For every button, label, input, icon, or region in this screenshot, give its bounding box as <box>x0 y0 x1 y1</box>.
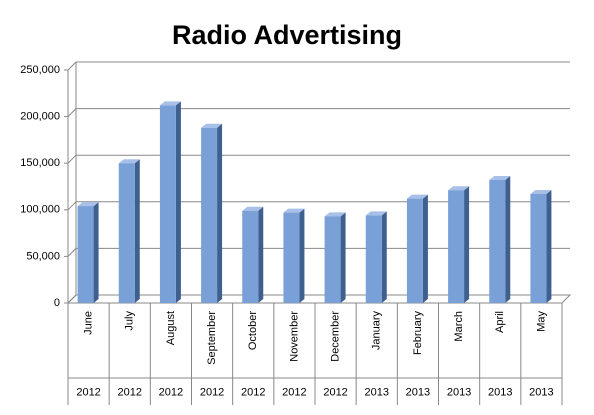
bar-side <box>505 175 511 303</box>
bar-side <box>340 212 346 303</box>
bar-side <box>422 194 428 303</box>
year-label: 2013 <box>406 386 430 398</box>
bar-top <box>489 175 511 180</box>
bar-side <box>381 211 387 303</box>
y-tick-label: 150,000 <box>20 157 60 169</box>
year-label: 2013 <box>488 386 512 398</box>
bar-top <box>242 206 264 211</box>
x-tick-label: March <box>453 311 465 342</box>
bar-top <box>77 202 99 207</box>
bar-side <box>134 159 140 303</box>
bar-top <box>324 212 346 217</box>
bar-top <box>283 208 305 213</box>
year-label: 2012 <box>323 386 347 398</box>
x-tick-label: January <box>371 311 383 351</box>
bar <box>530 193 547 303</box>
bar <box>448 190 465 303</box>
bar-side <box>464 186 470 303</box>
year-label: 2013 <box>447 386 471 398</box>
bar <box>77 206 94 303</box>
bar <box>365 215 382 303</box>
y-tick-label: 200,000 <box>20 111 60 123</box>
grid-line <box>67 61 77 71</box>
x-tick-label: May <box>535 311 547 332</box>
year-label: 2013 <box>529 386 553 398</box>
bar <box>201 127 218 303</box>
bar-top <box>530 189 552 194</box>
year-label: 2012 <box>200 386 224 398</box>
bar <box>242 210 259 303</box>
bar-top <box>159 101 181 106</box>
x-tick-label: July <box>124 311 136 331</box>
chart-title: Radio Advertising <box>172 20 402 50</box>
grid-line <box>67 108 77 117</box>
bar-top <box>406 194 428 199</box>
year-label: 2012 <box>118 386 142 398</box>
y-tick-label: 0 <box>54 297 60 309</box>
year-label: 2013 <box>365 386 389 398</box>
grid-line <box>67 248 77 257</box>
y-tick-label: 50,000 <box>26 250 60 262</box>
bar-top <box>448 186 470 191</box>
x-tick-label: June <box>82 311 94 335</box>
bar <box>406 198 423 303</box>
y-tick-label: 100,000 <box>20 204 60 216</box>
y-tick-label: 250,000 <box>20 64 60 76</box>
bar-top <box>118 159 140 164</box>
x-tick-label: April <box>494 311 506 333</box>
bar-top <box>201 123 223 128</box>
bar <box>283 212 300 303</box>
year-label: 2012 <box>159 386 183 398</box>
grid-line <box>67 294 77 304</box>
bar-side <box>258 206 264 303</box>
x-tick-label: November <box>288 311 300 362</box>
bar-side <box>217 123 223 303</box>
x-tick-label: October <box>247 311 259 350</box>
bar-side <box>546 189 552 303</box>
year-label: 2012 <box>282 386 306 398</box>
year-label: 2012 <box>76 386 100 398</box>
bar-top <box>365 211 387 216</box>
x-tick-label: September <box>206 311 218 365</box>
grid-line <box>67 201 77 211</box>
bar <box>324 216 341 303</box>
year-label: 2012 <box>241 386 265 398</box>
x-tick-label: February <box>412 311 424 356</box>
x-tick-label: December <box>329 311 341 362</box>
bar-side <box>175 101 181 303</box>
bar-side <box>93 202 99 303</box>
bar <box>159 105 176 303</box>
x-tick-label: August <box>165 311 177 345</box>
bar <box>118 163 135 303</box>
grid-line <box>67 154 77 164</box>
bar-side <box>299 208 305 303</box>
bar <box>489 179 506 303</box>
